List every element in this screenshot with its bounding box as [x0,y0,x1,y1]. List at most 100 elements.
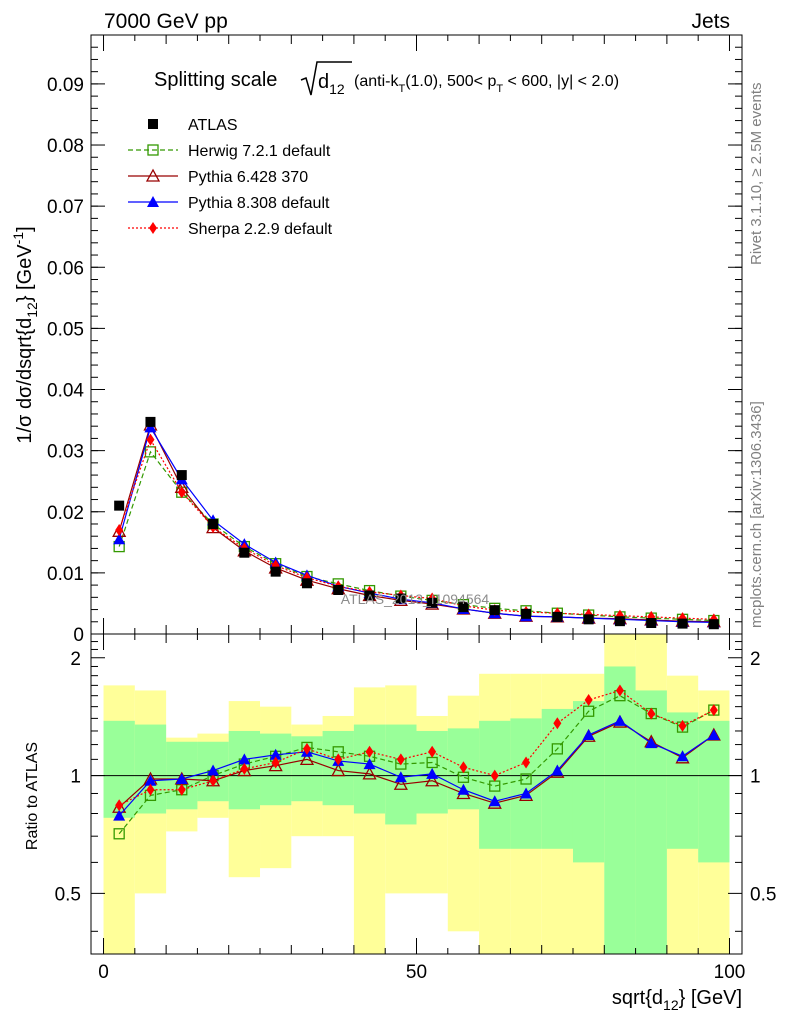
atlas-point [708,619,719,630]
sherpa-point [678,719,687,732]
main-y-tick-label: 0.01 [47,564,84,585]
pythia8-point [551,764,564,776]
sherpa-point [584,693,593,706]
sherpa-point [271,756,280,769]
title-kt-sub: T [398,83,405,95]
pythia6-point [362,766,377,780]
sherpa-point [522,756,531,769]
title-prefix: Splitting scale [154,69,277,91]
pythia8-point [238,753,251,765]
pythia8-point [645,737,658,749]
sherpa-point [490,769,499,782]
svg-text:(anti-kT(1.0), 500< pT < 600,: (anti-kT(1.0), 500< pT < 600, |y| < 2.0) [354,73,619,95]
rivet-version-label: Rivet 3.1.10, ≥ 2.5M events [748,83,765,266]
sherpa-point [396,753,405,766]
x-tick-label: 100 [714,962,746,983]
pythia6-point [425,773,440,787]
pythia8-point [520,787,533,799]
band-inner-bin [322,730,354,806]
band-inner-bin [604,666,636,954]
collision-label: 7000 GeV pp [104,10,228,33]
ratio-y-tick-label: 1 [70,767,81,788]
main-plot-panel: ATLAS_2013_I1094564 0 0.01 0.02 0.03 0.04 0.0… [10,34,743,646]
band-inner-bin [260,733,292,806]
pythia8-point [175,772,188,784]
title-suffix: < 600, |y| < 2.0) [503,73,619,90]
sherpa-point [177,486,186,499]
legend-marker-pythia8 [147,196,159,207]
title-mid1: (anti-k [354,73,399,90]
band-inner-bin [134,724,167,814]
main-y-tick-label: 0.03 [47,442,84,463]
atlas-point [583,614,594,625]
main-y-tick-label: 0.07 [47,197,84,218]
ratio-axes: 0.5 0.5 1 1 2 2 0 50 100 [55,634,776,983]
main-y-tick-label: 0.05 [47,319,84,340]
sherpa-point [115,524,124,537]
pythia8-point [269,748,282,760]
main-y-tick-label: 0.08 [47,136,84,157]
atlas-point [208,518,219,529]
pythia6-point [393,776,408,790]
pythia8-point [394,771,407,783]
pythia8-point [676,750,689,762]
sherpa-point [615,684,624,697]
atlas-point [395,593,406,604]
sherpa-point [365,745,374,758]
sherpa-point [459,761,468,774]
ratio-y-tick-label: 2 [70,649,81,670]
legend-item-sherpa: Sherpa 2.2.9 default [128,221,333,238]
legend-marker-pythia6 [145,168,161,182]
band-inner-bin [666,712,699,849]
atlas-point [114,500,125,511]
x-tick-label: 50 [406,962,427,983]
atlas-point [333,584,344,595]
process-label: Jets [691,10,730,33]
pythia6-point [299,752,315,766]
ratio-y-tick-label: 0.5 [55,884,81,905]
pythia6-point [331,763,346,777]
pythia8-point [582,728,595,740]
svg-text:d12: d12 [318,71,345,97]
atlas-point [301,578,312,589]
atlas-point [176,470,187,481]
atlas-point [145,416,156,427]
atlas-point [552,611,563,622]
band-inner-bin [635,690,667,954]
pythia8-point [144,421,157,433]
legend-marker-herwig [147,144,159,156]
herwig-point [144,446,157,458]
band-inner-bin [479,720,511,849]
sherpa-point [428,745,437,758]
main-y-tick-label: 0.09 [47,75,84,96]
legend-label-pythia8: Pythia 8.308 default [188,195,330,212]
legend-item-pythia8: Pythia 8.308 default [128,195,330,212]
main-y-tick-label: 0.02 [47,503,84,524]
main-y-tick-label: 0.04 [47,381,84,402]
sherpa-point [209,774,218,787]
ratio-y-tick-label-right: 1 [750,767,761,788]
main-y-tick-label: 0.06 [47,258,84,279]
pythia8-point [363,758,376,770]
sherpa-line [118,689,715,806]
atlas-point [521,608,532,619]
title-sqrt-sign [300,61,352,96]
ratio-y-axis-title: Ratio to ATLAS [24,742,41,850]
legend-item-herwig: Herwig 7.2.1 default [128,143,331,160]
sherpa-point [177,783,186,796]
legend-label-atlas: ATLAS [188,117,238,134]
pythia8-point [426,767,439,779]
pythia6-point [268,758,283,772]
band-inner-bin [698,720,730,863]
atlas-point [270,566,281,577]
mcplots-label: mcplots.cern.ch [arXiv:1306.3436] [748,401,765,628]
herwig-point [520,773,532,785]
sherpa-point [709,704,718,717]
ratio-data-layer [91,634,742,954]
legend: ATLAS Herwig 7.2.1 default Pythia 6.428 37… [128,117,333,238]
ratio-y-tick-label-right: 0.5 [750,884,776,905]
atlas-point [489,605,500,616]
herwig-point [113,828,125,840]
atlas-point [364,590,375,601]
pythia8-line [118,720,715,817]
